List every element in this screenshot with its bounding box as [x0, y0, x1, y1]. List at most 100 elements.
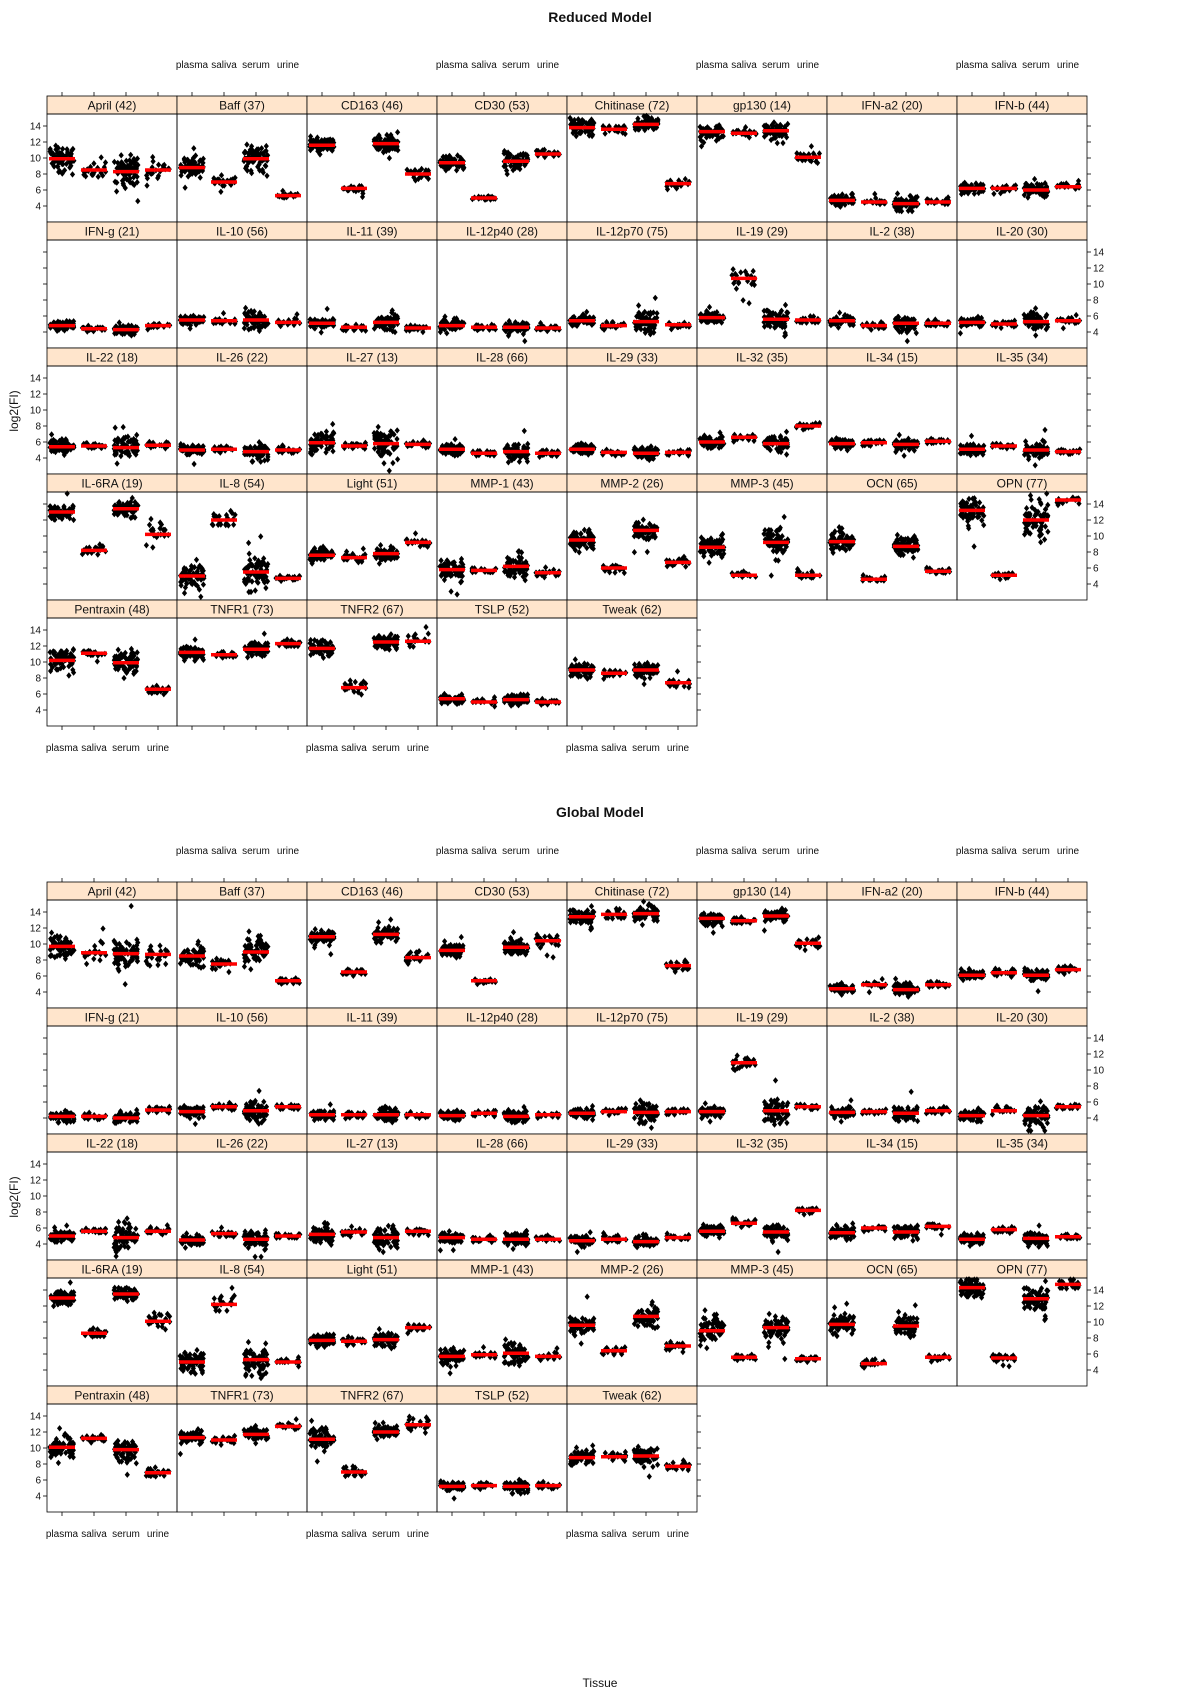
data-point: [150, 544, 155, 550]
data-point: [784, 429, 789, 435]
panel: Chitinase (72): [567, 96, 697, 222]
panel-frame: [307, 114, 437, 222]
panel-label: IL-35 (34): [996, 351, 1048, 365]
data-point: [636, 302, 641, 308]
panel-label: April (42): [88, 99, 137, 113]
panel-label: CD30 (53): [474, 99, 529, 113]
data-point: [372, 445, 377, 451]
data-point: [144, 182, 149, 188]
panel-label: IL-28 (66): [476, 351, 528, 365]
data-point: [183, 185, 188, 191]
panel-label: IL-12p70 (75): [596, 225, 668, 239]
data-point: [191, 145, 196, 151]
data-point: [734, 286, 739, 292]
panel-frame: [177, 240, 307, 348]
data-point: [522, 428, 527, 434]
data-point: [135, 198, 140, 204]
data-point: [250, 458, 255, 464]
data-point: [264, 173, 269, 179]
panel-label: IL-26 (22): [216, 351, 268, 365]
panel-frame: [957, 114, 1087, 222]
data-point: [192, 461, 197, 467]
panel-label: IL-6RA (19): [81, 477, 142, 491]
panel-label: Light (51): [347, 477, 398, 491]
data-point: [653, 295, 658, 301]
panel-label: IL-27 (13): [346, 351, 398, 365]
panel: IL-22 (18): [47, 348, 177, 474]
data-point: [198, 174, 203, 180]
panel-frame: [827, 366, 957, 474]
data-point: [156, 162, 161, 168]
panel-frame: [307, 366, 437, 474]
data-point: [325, 306, 330, 312]
data-point: [387, 155, 392, 161]
data-point: [376, 424, 381, 430]
panel-frame: [567, 240, 697, 348]
data-point: [218, 189, 223, 195]
data-point: [258, 533, 263, 539]
data-point: [114, 188, 119, 194]
panel: IL-27 (13): [307, 348, 437, 474]
data-point: [783, 302, 788, 308]
data-point: [1033, 332, 1038, 338]
panel-label: IL-29 (33): [606, 351, 658, 365]
panel-label: IL-12p40 (28): [466, 225, 538, 239]
data-point: [395, 456, 400, 462]
panel-label: gp130 (14): [733, 99, 791, 113]
data-point: [603, 130, 608, 136]
panel: IL-2 (38): [827, 222, 957, 348]
panel-label: CD163 (46): [341, 99, 403, 113]
panel-label: IFN-g (21): [85, 225, 140, 239]
data-point: [263, 163, 268, 169]
panel-frame: [307, 492, 437, 600]
data-point: [1042, 427, 1047, 433]
data-point: [128, 152, 133, 158]
panel: IL-35 (34): [957, 348, 1087, 474]
data-point: [991, 191, 996, 197]
panel-frame: [567, 366, 697, 474]
data-point: [897, 432, 902, 438]
panel-frame: [437, 366, 567, 474]
data-point: [319, 329, 324, 335]
chart-title: Reduced Model: [548, 9, 651, 25]
data-point: [247, 551, 252, 557]
panel: IFN-a2 (20): [827, 96, 957, 222]
data-point: [522, 338, 527, 344]
data-point: [1061, 325, 1066, 331]
data-point: [395, 129, 400, 135]
data-point: [775, 140, 780, 146]
panel-label: Baff (37): [219, 99, 265, 113]
panel-frame: [177, 366, 307, 474]
data-point: [837, 310, 842, 316]
data-point: [144, 542, 149, 548]
data-point: [390, 460, 395, 466]
data-point: [103, 159, 108, 165]
panel-label: IL-22 (18): [86, 351, 138, 365]
data-point: [231, 522, 236, 528]
panel: IL-20 (30): [957, 222, 1087, 348]
data-point: [741, 297, 746, 303]
data-point: [330, 421, 335, 427]
data-point: [201, 581, 206, 587]
panel: CD163 (46): [307, 96, 437, 222]
data-point: [49, 431, 54, 437]
panel-frame: [47, 366, 177, 474]
panel: IL-28 (66): [437, 348, 567, 474]
data-point: [253, 587, 258, 593]
data-point: [70, 171, 75, 177]
panel: Baff (37): [177, 96, 307, 222]
panel-label: IL-8 (54): [219, 477, 264, 491]
data-point: [809, 143, 814, 149]
data-point: [115, 460, 120, 466]
panel: IL-32 (35): [697, 348, 827, 474]
panel-label: IL-34 (15): [866, 351, 918, 365]
data-point: [246, 540, 251, 546]
data-point: [121, 424, 126, 430]
panel-frame: [827, 240, 957, 348]
data-point: [182, 590, 187, 596]
data-point: [387, 468, 392, 474]
data-point: [263, 585, 268, 591]
panel: gp130 (14): [697, 96, 827, 222]
data-point: [895, 190, 900, 196]
